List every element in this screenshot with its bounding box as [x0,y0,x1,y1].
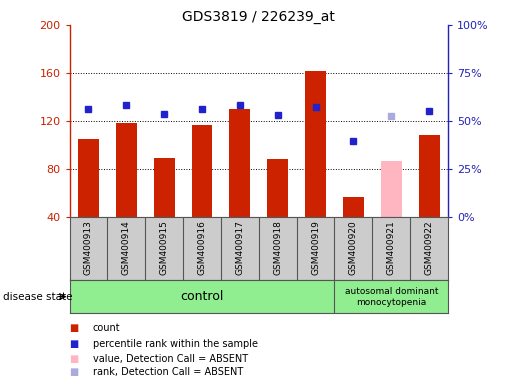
Text: control: control [180,290,224,303]
Bar [381,161,402,217]
Text: GSM400921: GSM400921 [387,220,396,275]
Text: GSM400919: GSM400919 [311,220,320,275]
Text: GSM400920: GSM400920 [349,220,358,275]
Text: GSM400913: GSM400913 [84,220,93,275]
Bar [78,139,99,217]
Text: rank, Detection Call = ABSENT: rank, Detection Call = ABSENT [93,367,243,377]
Text: ■: ■ [70,354,79,364]
Bar [419,136,439,217]
Title: GDS3819 / 226239_at: GDS3819 / 226239_at [182,10,335,24]
Text: value, Detection Call = ABSENT: value, Detection Call = ABSENT [93,354,248,364]
Bar [230,109,250,217]
Text: ■: ■ [70,367,79,377]
Text: disease state: disease state [3,291,72,302]
Bar [192,124,212,217]
Bar [305,71,326,217]
Bar [343,197,364,217]
Text: GSM400918: GSM400918 [273,220,282,275]
Bar [154,158,175,217]
Text: ■: ■ [70,339,79,349]
Text: GSM400922: GSM400922 [425,220,434,275]
Text: ■: ■ [70,323,79,333]
Text: autosomal dominant
monocytopenia: autosomal dominant monocytopenia [345,286,438,307]
Text: GSM400914: GSM400914 [122,220,131,275]
Bar [267,159,288,217]
Text: percentile rank within the sample: percentile rank within the sample [93,339,258,349]
Text: count: count [93,323,121,333]
Text: GSM400915: GSM400915 [160,220,168,275]
Text: GSM400916: GSM400916 [198,220,207,275]
Text: GSM400917: GSM400917 [235,220,244,275]
Bar [116,123,136,217]
